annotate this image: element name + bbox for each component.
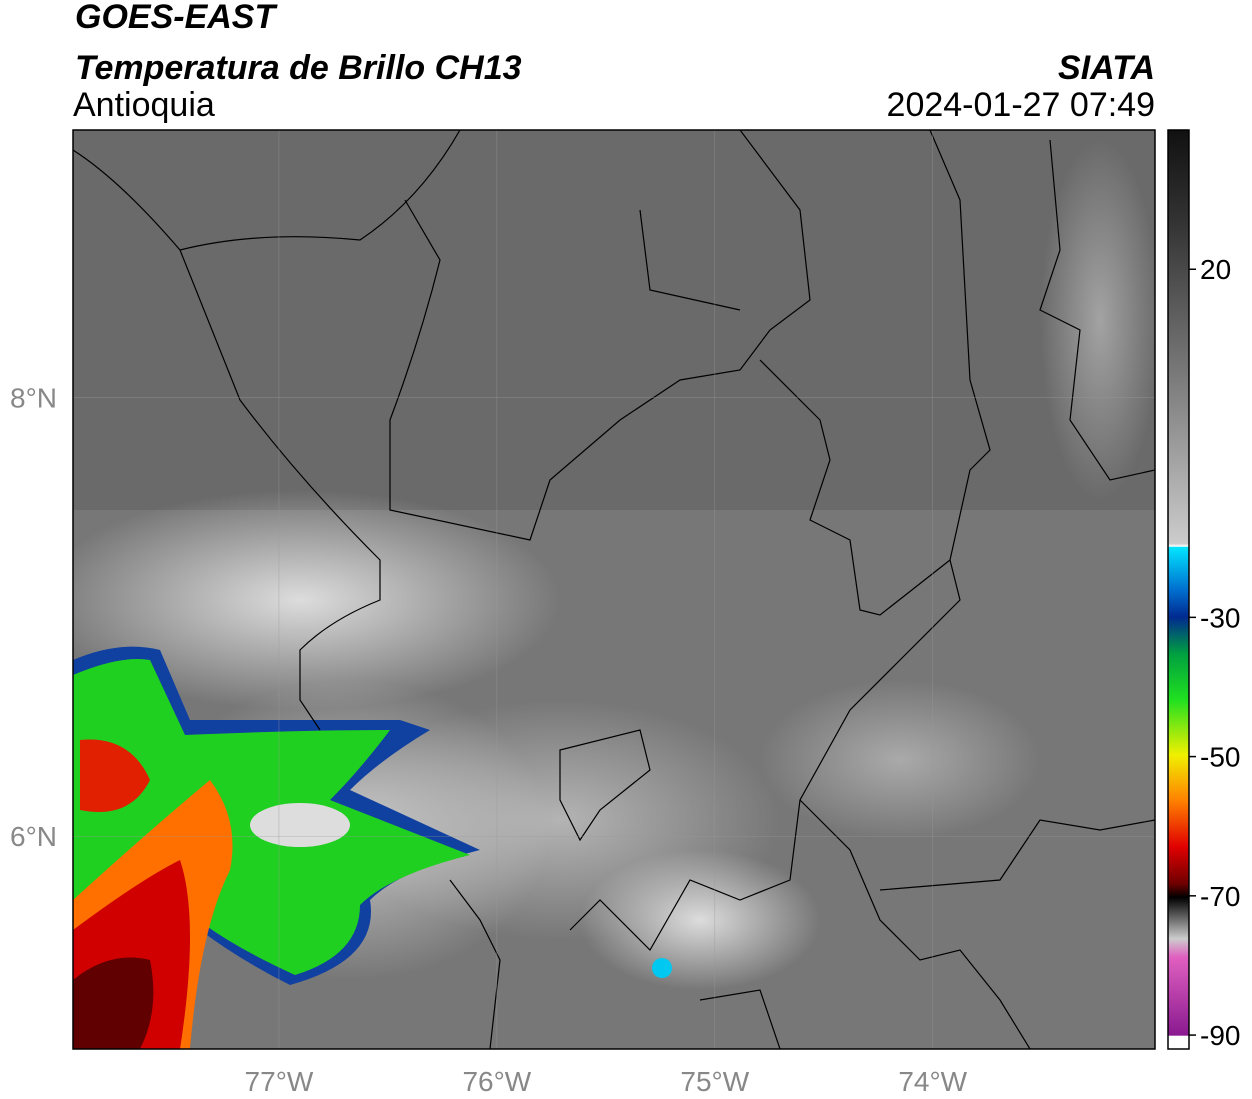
source: SIATA: [1058, 49, 1155, 87]
region: Antioquia: [73, 86, 215, 124]
lon-label: 75°W: [680, 1066, 749, 1097]
colorbar-tick-label: -90: [1200, 1020, 1240, 1051]
lon-label: 74°W: [898, 1066, 967, 1097]
colorbar-tick-label: 20: [1200, 254, 1231, 285]
colorbar-tick-label: -70: [1200, 881, 1240, 912]
lon-label: 76°W: [462, 1066, 531, 1097]
satellite: GOES-EAST: [75, 0, 278, 36]
colorbar-tick-label: -50: [1200, 742, 1240, 773]
lat-label: 8°N: [10, 383, 57, 414]
lon-label: 77°W: [245, 1066, 314, 1097]
lat-label: 6°N: [10, 821, 57, 852]
product: Temperatura de Brillo CH13: [75, 49, 522, 87]
graticule: [73, 130, 1155, 1049]
colorbar-tick-label: -30: [1200, 602, 1240, 633]
map-frame: [72, 129, 1156, 1050]
datetime: 2024-01-27 07:49: [887, 86, 1155, 124]
map-image: [73, 130, 1155, 1049]
colorbar: [1167, 129, 1190, 1050]
